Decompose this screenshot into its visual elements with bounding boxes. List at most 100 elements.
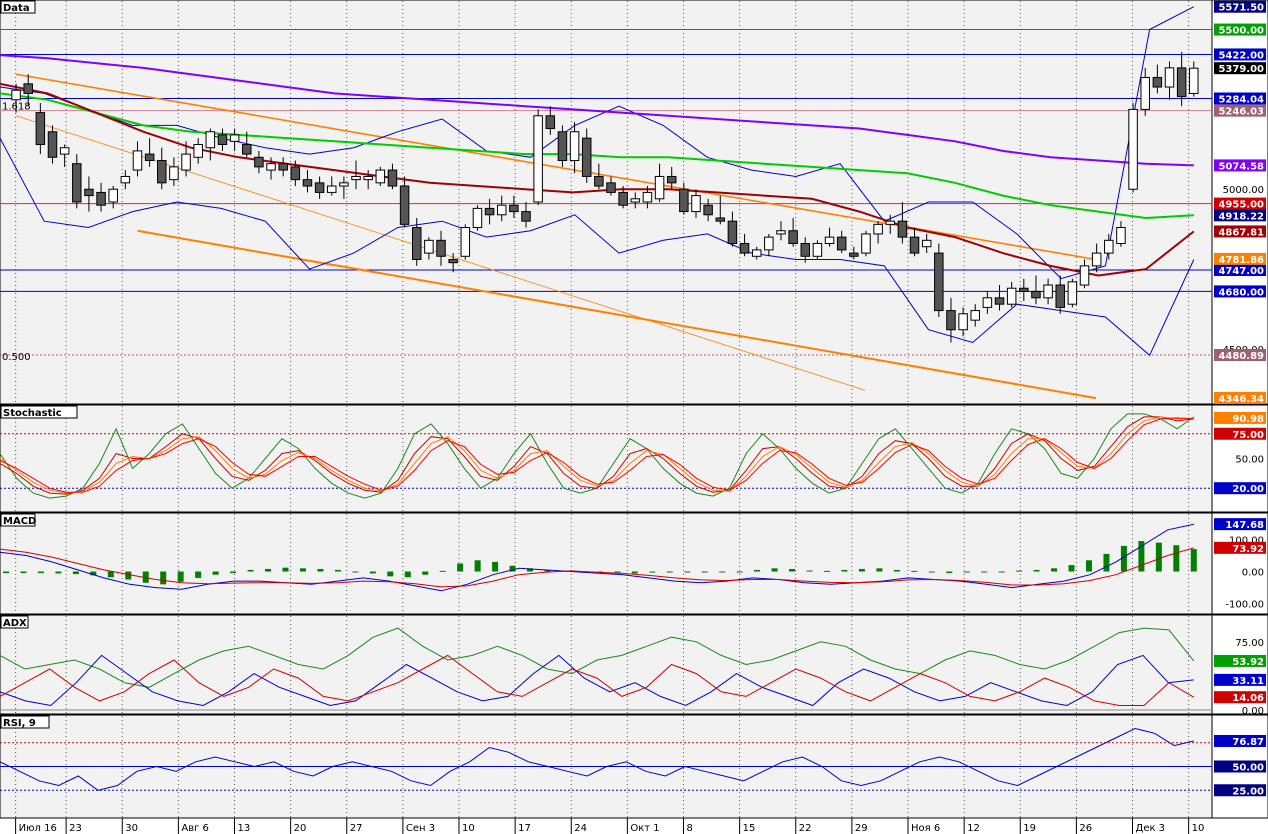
price-hline-label-0: 5500.00 <box>1214 23 1266 37</box>
x-tick-label: 8 <box>687 823 693 834</box>
macd-axis-tick-0: 100.00 <box>1229 535 1264 546</box>
macd-hist-bar <box>963 571 970 573</box>
candle-body <box>96 191 106 206</box>
candle <box>764 233 774 257</box>
macd-hist-bar <box>771 568 778 572</box>
candle-body <box>23 83 33 94</box>
rsi-series-0 <box>0 727 1194 791</box>
macd-series-1 <box>0 547 1194 588</box>
candle-body <box>157 159 167 184</box>
price-value-label-3-box <box>1214 209 1266 222</box>
price-value-label-0: 5571.50 <box>1214 0 1266 14</box>
candle-body <box>363 175 373 181</box>
candle-body <box>169 166 179 181</box>
candle-body <box>788 230 798 245</box>
macd-hist-bar <box>893 569 900 572</box>
candle-body <box>1164 67 1175 88</box>
candle-body <box>1116 227 1126 245</box>
candle-body <box>1128 108 1138 190</box>
x-tick-label: 26 <box>1079 823 1092 834</box>
price-panel-title-box <box>0 0 36 14</box>
candle-body <box>836 236 847 251</box>
candle <box>242 131 252 158</box>
candle <box>363 170 373 190</box>
macd-hist-bar <box>265 568 272 572</box>
price-hline-label-5-text: 4747.00 <box>1218 266 1264 277</box>
stoch-level-label-1-text: 20.00 <box>1232 484 1264 495</box>
candle-body <box>1055 284 1065 308</box>
candle-body <box>994 297 1005 305</box>
candle <box>96 182 106 212</box>
rsi-level-label-0-text: 76.87 <box>1232 737 1264 748</box>
x-tick-label: Ноя 6 <box>911 823 940 834</box>
macd-value-label-0-text: 147.68 <box>1225 520 1264 531</box>
candle <box>144 138 155 167</box>
price-value-label-6-box <box>1214 391 1266 404</box>
macd-hist-bar <box>527 568 534 572</box>
macd-hist-bar <box>509 565 516 572</box>
price-value-label-1-text: 5379.00 <box>1218 64 1264 75</box>
candle <box>873 221 883 244</box>
macd-hist-bar <box>404 571 411 578</box>
price-value-label-4: 4867.81 <box>1214 225 1266 238</box>
candle <box>569 122 580 174</box>
macd-hist-bar <box>195 571 202 578</box>
stoch-value-label-0-box <box>1214 411 1266 424</box>
macd-hist-bar <box>981 571 988 573</box>
candle-body <box>861 233 871 254</box>
panel-1 <box>0 404 1213 513</box>
stoch-value-label-0: 90.98 <box>1214 411 1266 425</box>
bollinger-lower <box>0 137 1195 357</box>
candle-body <box>314 182 325 193</box>
candle <box>921 233 932 254</box>
price-value-label-0-text: 5571.50 <box>1218 3 1264 14</box>
rsi-level-label-1: 50.00 <box>1214 760 1266 774</box>
candle <box>666 166 677 190</box>
rsi-level-label-0: 76.87 <box>1214 734 1266 748</box>
candle-body <box>739 243 750 254</box>
macd-hist-bar <box>1103 553 1110 572</box>
macd-hist-bar <box>754 569 761 572</box>
candle-body <box>181 153 191 171</box>
candle <box>909 227 920 257</box>
candle-body <box>800 243 811 257</box>
macd-hist-bar <box>90 571 97 576</box>
candle <box>1128 103 1138 193</box>
macd-hist-bar <box>492 561 499 572</box>
candle-body <box>1140 76 1150 110</box>
macd-hist-bar <box>928 571 935 573</box>
candle-body <box>897 220 908 238</box>
macd-hist-bar <box>439 570 446 572</box>
candle-body <box>411 227 422 260</box>
candle-body <box>1006 287 1017 305</box>
macd-hist-bar <box>457 563 464 572</box>
candle <box>1140 67 1150 116</box>
price-hline-label-1-box <box>1214 48 1266 61</box>
candle <box>1116 221 1126 247</box>
price-hline-label-1: 5422.00 <box>1214 48 1266 61</box>
macd-panel-title: MACD <box>3 516 36 527</box>
candle-body <box>424 239 434 254</box>
candle-body <box>1079 265 1090 286</box>
candle-body <box>764 236 774 251</box>
candle <box>703 198 713 222</box>
adx-value-label-1-box <box>1214 673 1266 686</box>
macd-hist-bar <box>1138 541 1145 572</box>
macd-hist-bar <box>946 571 953 574</box>
stoch-level-label-0-box <box>1214 427 1266 440</box>
macd-hist-bar <box>3 571 9 574</box>
candle-body <box>654 175 665 200</box>
macd-hist-bar <box>422 571 429 575</box>
candle-body <box>1104 239 1114 254</box>
candle-body <box>302 179 313 187</box>
candle-body <box>909 236 920 254</box>
candle <box>861 230 871 257</box>
x-tick-label: 10 <box>1192 823 1205 834</box>
x-tick-label: 20 <box>294 823 307 834</box>
macd-hist-bar <box>247 569 254 572</box>
macd-hist-bar <box>666 571 673 573</box>
price-hline-label-3-text: 5246.03 <box>1218 107 1264 118</box>
macd-hist-bar <box>684 571 691 573</box>
price-hline-label-7-box <box>1214 349 1266 362</box>
adx-value-label-1-text: 33.11 <box>1232 676 1264 687</box>
